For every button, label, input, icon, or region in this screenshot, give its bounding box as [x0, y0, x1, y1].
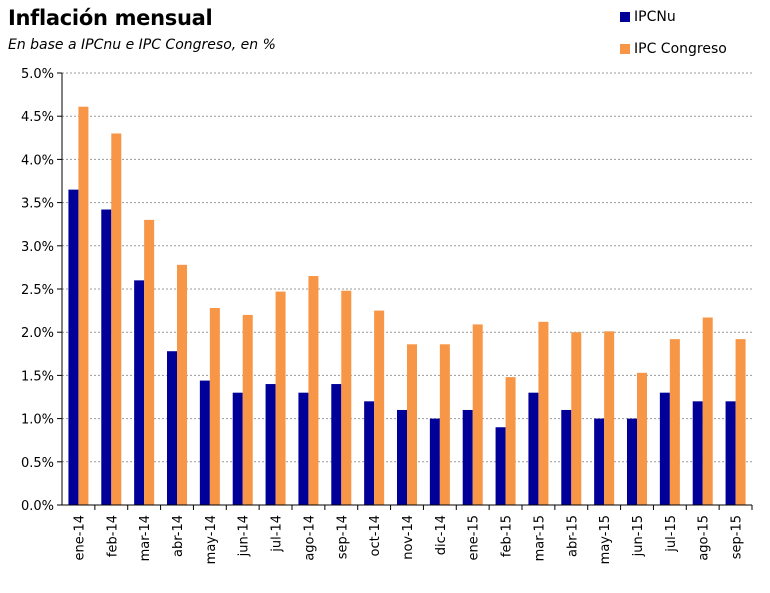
y-tick-label: 4.0% — [21, 153, 54, 168]
bar-ipc-congreso — [472, 324, 483, 505]
bar-ipcnu — [167, 351, 177, 505]
y-tick-label: 1.0% — [21, 413, 54, 428]
bar-ipcnu — [68, 189, 79, 505]
x-tick-label: ene-15 — [467, 515, 482, 560]
x-tick-label: oct-14 — [368, 515, 383, 556]
bar-ipc-congreso — [308, 276, 319, 505]
bar-ipcnu — [627, 418, 637, 505]
bar-ipcnu — [725, 401, 736, 505]
bar-ipc-congreso — [407, 344, 417, 505]
bar-ipc-congreso — [275, 291, 286, 505]
x-tick-label: ene-14 — [72, 515, 87, 560]
bar-ipcnu — [134, 280, 145, 505]
bar-ipcnu — [561, 409, 572, 505]
y-tick-label: 0.0% — [21, 499, 54, 514]
chart-title: Inflación mensual — [8, 6, 213, 30]
x-tick-label: mar-15 — [532, 515, 547, 561]
legend-swatch-ipc-congreso — [620, 44, 630, 54]
x-tick-label: ago-14 — [302, 515, 317, 561]
x-tick-label: jul-14 — [270, 515, 285, 553]
bar-ipcnu — [692, 401, 703, 505]
bar-ipc-congreso — [374, 310, 385, 505]
bar-ipc-congreso — [177, 264, 187, 505]
bar-ipc-congreso — [439, 344, 450, 505]
x-tick-label: sep-14 — [335, 515, 350, 559]
bar-ipcnu — [495, 427, 506, 505]
x-tick-label: feb-14 — [105, 515, 120, 557]
y-tick-label: 0.5% — [21, 456, 54, 471]
x-tick-label: abr-15 — [565, 515, 580, 557]
bar-ipcnu — [594, 418, 605, 505]
bar-ipcnu — [331, 384, 342, 505]
legend-item-ipcnu: IPCNu — [620, 8, 727, 26]
x-tick-label: may-15 — [598, 515, 613, 564]
bar-ipcnu — [364, 401, 375, 505]
bar-ipc-congreso — [144, 219, 155, 505]
chart-subtitle: En base a IPCnu e IPC Congreso, en % — [8, 37, 276, 53]
legend-swatch-ipcnu — [620, 12, 630, 22]
x-tick-label: abr-14 — [171, 515, 186, 557]
bar-ipc-congreso — [209, 308, 220, 505]
bar-ipcnu — [298, 392, 309, 505]
bar-ipc-congreso — [341, 290, 352, 505]
bar-ipcnu — [199, 380, 210, 505]
x-tick-label: ago-15 — [697, 515, 712, 561]
bar-ipcnu — [528, 392, 539, 505]
bar-ipc-congreso — [669, 339, 680, 505]
bar-ipcnu — [659, 392, 670, 505]
y-tick-label: 4.5% — [21, 110, 54, 125]
legend-label-ipcnu: IPCNu — [634, 9, 676, 25]
bar-ipc-congreso — [538, 321, 549, 505]
x-tick-label: dic-14 — [434, 515, 449, 555]
x-tick-label: jun-15 — [631, 515, 646, 557]
chart-legend: IPCNu IPC Congreso — [620, 8, 727, 72]
bar-ipcnu — [101, 209, 112, 505]
bar-ipc-congreso — [735, 339, 746, 505]
x-tick-label: jun-14 — [237, 515, 252, 557]
y-tick-label: 2.5% — [21, 283, 54, 298]
bar-ipc-congreso — [78, 106, 89, 506]
bar-ipcnu — [265, 384, 276, 505]
legend-label-ipc-congreso: IPC Congreso — [634, 41, 727, 57]
bar-ipc-congreso — [702, 317, 713, 505]
bar-ipc-congreso — [111, 133, 122, 506]
bar-ipcnu — [232, 392, 243, 505]
bar-ipc-congreso — [242, 314, 253, 505]
y-tick-label: 3.0% — [21, 240, 54, 255]
x-tick-label: nov-14 — [401, 515, 416, 560]
bar-ipcnu — [397, 409, 407, 505]
x-tick-label: jul-15 — [664, 515, 679, 553]
y-tick-label: 3.5% — [21, 197, 54, 212]
bar-ipc-congreso — [571, 332, 582, 505]
bar-ipc-congreso — [637, 372, 647, 505]
bar-ipc-congreso — [604, 331, 615, 505]
x-tick-label: may-14 — [204, 515, 219, 564]
y-tick-label: 5.0% — [21, 67, 54, 82]
bar-ipc-congreso — [505, 377, 516, 505]
bar-ipcnu — [429, 418, 440, 505]
bar-ipcnu — [462, 409, 473, 505]
x-tick-label: mar-14 — [138, 515, 153, 561]
y-tick-label: 2.0% — [21, 326, 54, 341]
x-tick-label: sep-15 — [730, 515, 745, 559]
y-tick-label: 1.5% — [21, 369, 54, 384]
x-tick-label: feb-15 — [500, 515, 515, 557]
legend-item-ipc-congreso: IPC Congreso — [620, 40, 727, 58]
